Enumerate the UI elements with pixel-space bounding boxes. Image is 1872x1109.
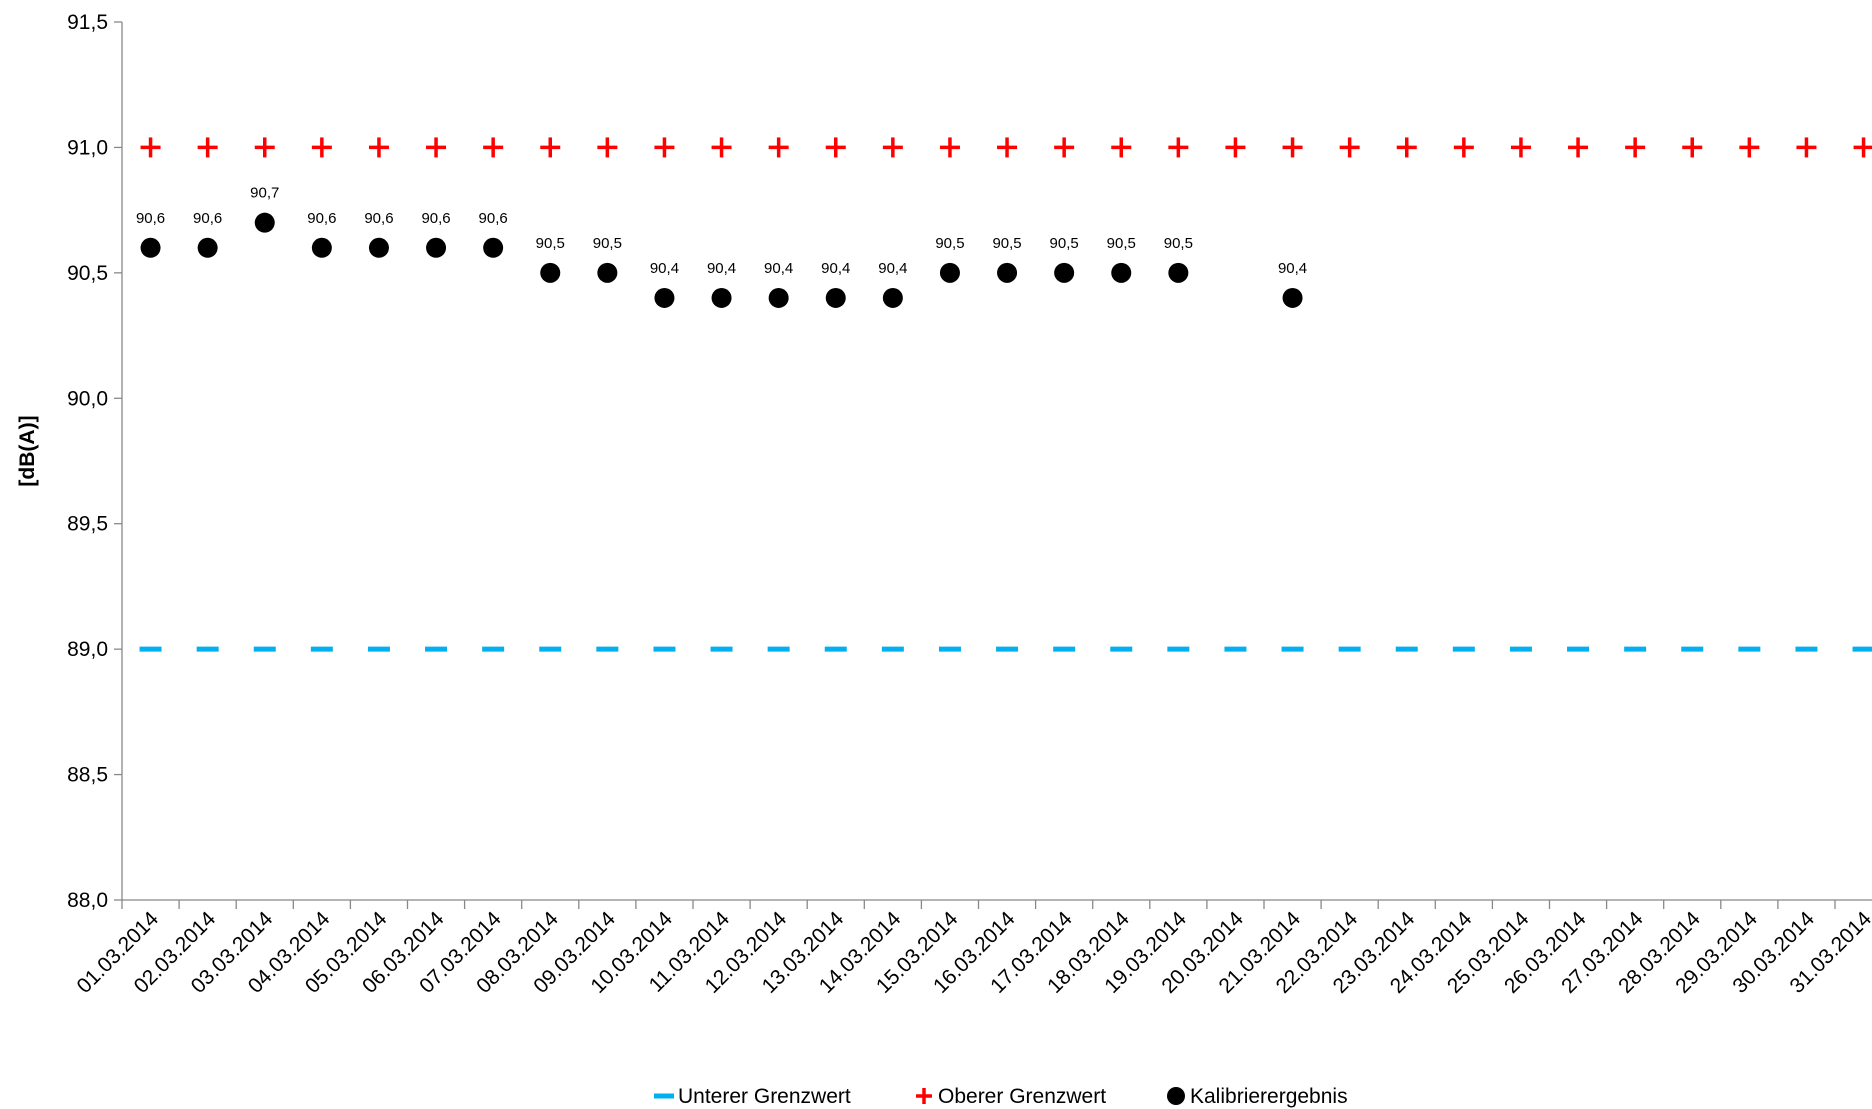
data-label: 90,6: [193, 210, 222, 227]
calibration-point: [997, 262, 1018, 283]
data-label: 90,5: [536, 235, 565, 252]
upper-limit-marker: [882, 137, 903, 158]
upper-limit-marker: [540, 137, 561, 158]
calibration-point: [426, 237, 447, 258]
upper-limit-marker: [426, 137, 447, 158]
data-label: 90,4: [878, 260, 907, 277]
upper-limit-marker: [254, 137, 275, 158]
y-tick-label: 90,0: [67, 387, 108, 410]
legend-label: Kalibrierergebnis: [1190, 1085, 1348, 1108]
calibration-point: [311, 237, 332, 258]
upper-limit-marker: [1853, 137, 1872, 158]
legend-label: Unterer Grenzwert: [678, 1085, 851, 1108]
data-label: 90,5: [935, 235, 964, 252]
calibration-point: [1111, 262, 1132, 283]
legend: Unterer Grenzwert Oberer Grenzwert Kalibri…: [654, 1085, 1348, 1108]
legend-circle-icon: [1167, 1087, 1185, 1105]
data-label: 90,6: [364, 210, 393, 227]
data-label: 90,6: [479, 210, 508, 227]
legend-item: Oberer Grenzwert: [916, 1085, 1106, 1108]
data-label: 90,5: [1050, 235, 1079, 252]
data-label: 90,5: [992, 235, 1021, 252]
series-marks: [139, 137, 1872, 652]
x-axis: 01.03.201402.03.201403.03.201404.03.2014…: [72, 899, 1872, 998]
y-tick-label: 88,5: [67, 764, 108, 787]
calibration-point: [368, 237, 389, 258]
upper-limit-marker: [311, 137, 332, 158]
data-label: 90,4: [764, 260, 793, 277]
y-tick-label: 91,0: [67, 136, 108, 159]
upper-limit-marker: [1168, 137, 1189, 158]
upper-limit-marker: [654, 137, 675, 158]
upper-limit-marker: [768, 137, 789, 158]
calibration-point: [711, 287, 732, 308]
calibration-point: [939, 262, 960, 283]
upper-limit-marker: [1111, 137, 1132, 158]
calibration-point: [483, 237, 504, 258]
upper-limit-marker: [1339, 137, 1360, 158]
calibration-point: [1282, 287, 1303, 308]
upper-limit-marker: [1568, 137, 1589, 158]
upper-limit-marker: [1282, 137, 1303, 158]
upper-limit-marker: [597, 137, 618, 158]
upper-limit-marker: [368, 137, 389, 158]
data-label: 90,7: [250, 185, 279, 202]
upper-limit-marker: [1225, 137, 1246, 158]
upper-limit-marker: [711, 137, 732, 158]
upper-limit-marker: [483, 137, 504, 158]
calibration-point: [254, 212, 275, 233]
upper-limit-marker: [997, 137, 1018, 158]
data-label: 90,6: [307, 210, 336, 227]
y-tick-label: 88,0: [67, 889, 108, 912]
data-label: 90,5: [593, 235, 622, 252]
calibration-point: [882, 287, 903, 308]
upper-limit-marker: [1739, 137, 1760, 158]
data-labels: 90,6 90,6 90,7 90,6 90,6 90,6 90,6 90,5 90,5 90,4…: [136, 185, 1307, 277]
y-tick-label: 89,0: [67, 638, 108, 661]
y-axis-title: [dB(A)]: [16, 415, 39, 486]
upper-limit-marker: [140, 137, 161, 158]
upper-limit-marker: [1396, 137, 1417, 158]
y-tick-label: 89,5: [67, 513, 108, 536]
upper-limit-marker: [1054, 137, 1075, 158]
y-tick-label: 91,5: [67, 11, 108, 34]
upper-limit-marker: [1510, 137, 1531, 158]
upper-limit-marker: [1453, 137, 1474, 158]
y-tick-label: 90,5: [67, 262, 108, 285]
upper-limit-marker: [939, 137, 960, 158]
legend-item: Kalibrierergebnis: [1167, 1085, 1348, 1108]
calibration-point: [768, 287, 789, 308]
calibration-point: [197, 237, 218, 258]
data-label: 90,4: [650, 260, 679, 277]
data-label: 90,4: [1278, 260, 1307, 277]
legend-item: Unterer Grenzwert: [654, 1085, 851, 1108]
calibration-point: [654, 287, 675, 308]
legend-label: Oberer Grenzwert: [938, 1085, 1106, 1108]
calibration-point: [1168, 262, 1189, 283]
data-label: 90,5: [1164, 235, 1193, 252]
upper-limit-marker: [197, 137, 218, 158]
data-label: 90,4: [821, 260, 850, 277]
upper-limit-marker: [1682, 137, 1703, 158]
calibration-point: [1054, 262, 1075, 283]
upper-limit-marker: [1625, 137, 1646, 158]
y-axis: 88,0 88,5 89,0 89,5 90,0 90,5 91,0 91,5: [67, 11, 123, 912]
data-label: 90,4: [707, 260, 736, 277]
upper-limit-marker: [1796, 137, 1817, 158]
calibration-point: [140, 237, 161, 258]
calibration-point: [540, 262, 561, 283]
calibration-point: [597, 262, 618, 283]
data-label: 90,6: [136, 210, 165, 227]
calibration-point: [825, 287, 846, 308]
upper-limit-marker: [825, 137, 846, 158]
data-label: 90,6: [421, 210, 450, 227]
data-label: 90,5: [1107, 235, 1136, 252]
